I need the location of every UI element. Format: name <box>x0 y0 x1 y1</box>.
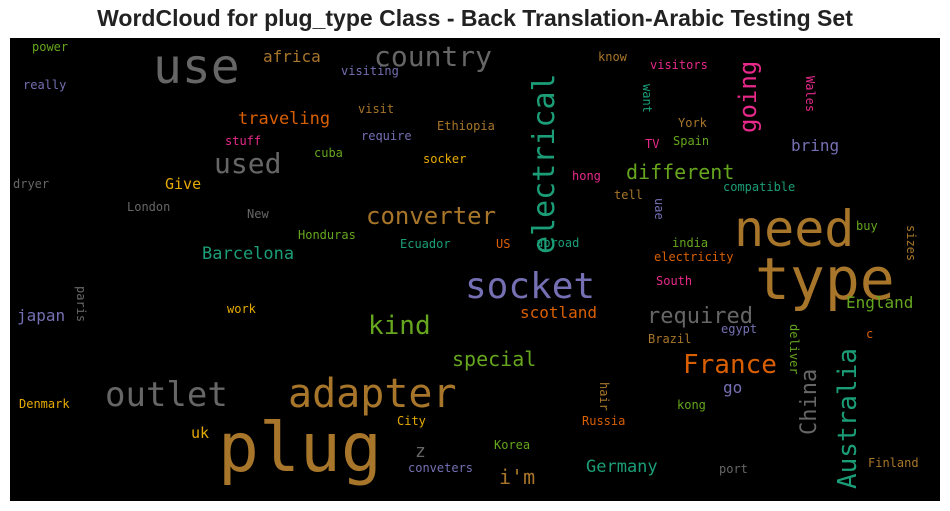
word-required: required <box>647 304 753 329</box>
word-denmark: Denmark <box>19 397 70 411</box>
word-new: New <box>247 207 269 221</box>
word-spain: Spain <box>673 134 710 148</box>
word-korea: Korea <box>494 438 531 452</box>
word-england: England <box>846 293 914 312</box>
word-kong: kong <box>677 398 706 412</box>
word-different: different <box>626 160 735 184</box>
word-visitors: visitors <box>650 58 708 72</box>
word-use: use <box>153 39 240 95</box>
word-china: China <box>797 368 822 435</box>
word-conveters: conveters <box>408 461 474 475</box>
word-sizes: sizes <box>904 225 918 262</box>
word-i-m: i'm <box>499 465 536 489</box>
word-cuba: cuba <box>314 146 343 160</box>
word-work: work <box>227 302 256 316</box>
word-electricity: electricity <box>654 250 734 264</box>
word-country: country <box>374 40 493 73</box>
word-barcelona: Barcelona <box>202 244 295 264</box>
word-kind: kind <box>368 311 431 341</box>
word-buy: buy <box>856 219 878 233</box>
word-power: power <box>32 40 69 54</box>
word-used: used <box>214 147 282 180</box>
word-electrical: electrical <box>527 73 562 254</box>
word-stuff: stuff <box>225 134 262 148</box>
word-india: india <box>672 236 709 250</box>
word-brazil: Brazil <box>648 332 692 346</box>
word-want: want <box>640 84 654 113</box>
word-honduras: Honduras <box>298 228 356 242</box>
word-know: know <box>598 50 627 64</box>
word-germany: Germany <box>586 457 658 477</box>
word-compatible: compatible <box>723 180 796 194</box>
word-going: going <box>734 60 762 133</box>
word-need: need <box>734 200 855 258</box>
word-visiting: visiting <box>341 64 399 78</box>
word-port: port <box>719 462 748 476</box>
word-give: Give <box>165 175 202 193</box>
word-outlet: outlet <box>105 375 228 415</box>
word-hair: hair <box>597 382 611 411</box>
word-z: z <box>415 441 426 462</box>
word-ecuador: Ecuador <box>400 237 451 251</box>
word-go: go <box>723 378 743 397</box>
word-abroad: abroad <box>536 236 580 250</box>
word-africa: africa <box>263 47 321 66</box>
word-us: US <box>496 237 511 251</box>
word-finland: Finland <box>868 456 919 470</box>
word-require: require <box>361 129 412 143</box>
word-russia: Russia <box>582 414 626 428</box>
word-ethiopia: Ethiopia <box>437 119 495 133</box>
word-scotland: scotland <box>520 303 598 322</box>
word-uae: uae <box>652 198 666 220</box>
word-socket: socket <box>465 266 596 307</box>
chart-title: WordCloud for plug_type Class - Back Tra… <box>97 5 853 31</box>
word-tell: tell <box>614 188 643 202</box>
word-london: London <box>127 200 171 214</box>
word-tv: TV <box>645 137 660 151</box>
word-visit: visit <box>358 102 395 116</box>
word-deliver: deliver <box>787 324 801 375</box>
word-type: type <box>755 245 895 313</box>
word-c: c <box>866 327 874 341</box>
word-special: special <box>452 347 537 371</box>
word-australia: Australia <box>833 348 863 489</box>
word-cloud: plug type need use adapter outlet socket electr… <box>10 38 940 501</box>
word-city: City <box>397 414 426 428</box>
word-hong: hong <box>572 169 601 183</box>
word-paris: paris <box>74 286 88 323</box>
word-traveling: traveling <box>238 109 331 129</box>
word-france: France <box>683 350 777 380</box>
word-dryer: dryer <box>13 177 50 191</box>
word-adapter: adapter <box>288 371 457 417</box>
word-really: really <box>23 78 67 92</box>
word-york: York <box>678 116 707 130</box>
word-japan: japan <box>17 306 66 325</box>
word-wales: Wales <box>803 76 817 113</box>
word-bring: bring <box>791 136 840 155</box>
word-plug: plug <box>218 409 382 488</box>
word-converter: converter <box>366 202 497 230</box>
word-uk: uk <box>191 424 210 442</box>
word-egypt: egypt <box>721 322 758 336</box>
word-socker: socker <box>423 152 467 166</box>
word-south: South <box>656 274 693 288</box>
